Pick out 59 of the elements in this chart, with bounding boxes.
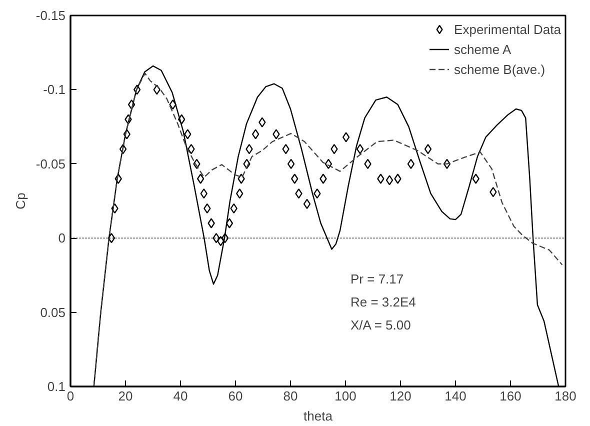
point [108, 233, 116, 244]
point [133, 84, 141, 95]
legend-label: scheme A [454, 42, 512, 56]
x-tick-label: 120 [390, 388, 412, 404]
point [386, 175, 394, 186]
y-tick-label: 0.1 [47, 379, 66, 394]
point [272, 129, 280, 140]
annotation: Re = 3.2E4 [350, 294, 416, 310]
point [303, 198, 311, 210]
point [208, 218, 215, 228]
x-tick-label: 160 [500, 388, 522, 404]
x-axis-title: theta [304, 408, 334, 424]
point [212, 233, 220, 244]
point [377, 174, 384, 184]
x-tick-label: 60 [228, 388, 243, 404]
point [320, 174, 327, 184]
point [193, 158, 200, 169]
x-tick-label: 100 [334, 388, 356, 404]
point [443, 158, 451, 169]
y-axis-title: Cp [12, 192, 28, 210]
point [124, 114, 132, 124]
point [407, 158, 415, 169]
y-tick-label: 0 [58, 230, 66, 246]
point [258, 117, 266, 128]
point [196, 174, 204, 184]
annotation: X/A = 5.00 [350, 318, 411, 332]
point [364, 158, 372, 169]
point [252, 129, 260, 140]
point [119, 144, 127, 154]
point [291, 174, 298, 184]
point [424, 144, 432, 154]
point [472, 174, 480, 184]
point [114, 174, 122, 184]
x-tick-label: 40 [173, 388, 188, 404]
y-tick-label: 0.05 [40, 304, 66, 320]
point [243, 158, 250, 169]
x-tick-label: 140 [444, 388, 466, 404]
point [178, 114, 186, 124]
x-tick-label: 20 [118, 388, 133, 404]
legend-label: Experimental Data [454, 22, 561, 36]
legend-label: scheme B(ave.) [454, 62, 546, 76]
point [153, 84, 160, 95]
point [287, 158, 295, 169]
point [356, 144, 364, 154]
y-tick-label: -0.15 [36, 8, 66, 23]
y-tick-label: -0.1 [43, 82, 66, 98]
point [324, 158, 332, 169]
point [128, 99, 136, 110]
point [123, 129, 130, 140]
point [226, 218, 234, 228]
x-tick-label: 180 [554, 388, 576, 404]
x-tick-label: 80 [283, 388, 298, 404]
y-tick-label: -0.05 [36, 156, 66, 172]
point [342, 132, 350, 142]
point [184, 129, 192, 140]
point [238, 174, 245, 184]
point [221, 233, 229, 244]
annotation: Pr = 7.17 [350, 272, 404, 286]
point [394, 174, 402, 184]
